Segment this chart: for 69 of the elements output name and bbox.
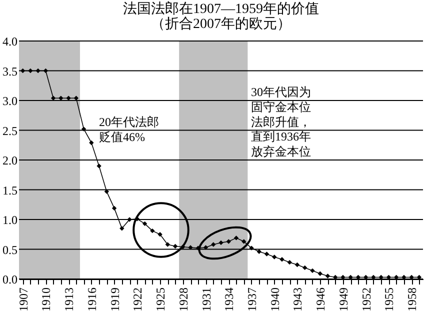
x-tick-label: 1934 (222, 288, 236, 312)
point (218, 240, 224, 246)
point (127, 217, 132, 222)
point (302, 265, 308, 270)
point (43, 68, 48, 74)
point (188, 245, 193, 250)
x-tick-label: 1946 (314, 288, 328, 312)
point (89, 140, 94, 146)
point (74, 96, 79, 100)
point (165, 242, 170, 247)
point (58, 96, 64, 100)
x-tick-label: 1958 (405, 288, 420, 312)
point (280, 257, 284, 262)
x-tick-label: 1916 (84, 288, 99, 312)
point (50, 96, 56, 100)
annotation: 30年代因为固守金本位法郎升值，直到1936年放弃金本位 (251, 85, 311, 158)
x-tick-label: 1937 (244, 288, 259, 312)
y-tick-label: 0.5 (2, 242, 18, 257)
point (172, 244, 178, 249)
x-tick-label: 1922 (130, 288, 145, 312)
y-tick-label: 2.0 (2, 154, 18, 168)
point (203, 245, 208, 250)
point (272, 254, 277, 260)
x-tick-label: 1907 (16, 288, 30, 312)
point (249, 246, 254, 250)
point (28, 68, 33, 74)
point (112, 206, 117, 211)
y-tick-label: 3.5 (2, 64, 18, 78)
y-tick-label: 2.5 (2, 124, 18, 138)
point (104, 189, 110, 194)
point (287, 260, 292, 265)
point (20, 68, 26, 74)
annotation: 20年代法郎贬值46% (99, 115, 159, 144)
y-tick-label: 1.0 (2, 213, 18, 227)
point (120, 226, 124, 231)
x-tick-label: 1955 (382, 288, 396, 312)
point (158, 232, 162, 237)
chart-subtitle: （折合2007年的欧元） (151, 16, 291, 32)
x-tick-label: 1931 (199, 288, 214, 312)
x-tick-label: 1910 (39, 288, 54, 312)
point (242, 239, 246, 244)
point (96, 164, 102, 168)
point (264, 252, 270, 256)
y-tick-label: 3.0 (2, 94, 18, 108)
point (81, 126, 86, 132)
point (256, 249, 262, 254)
x-tick-label: 1925 (154, 288, 168, 312)
point (325, 274, 330, 278)
x-tick-label: 1940 (268, 288, 282, 312)
y-tick-label: 1.5 (2, 183, 18, 198)
y-tick-label: 4.0 (2, 34, 18, 48)
point (318, 271, 322, 276)
point (211, 242, 216, 247)
point (226, 239, 231, 244)
x-tick-label: 1952 (359, 288, 374, 312)
x-tick-label: 1949 (336, 288, 350, 312)
point (142, 221, 148, 226)
point (150, 228, 155, 234)
x-tick-label: 1919 (108, 288, 122, 312)
x-tick-label: 1943 (290, 288, 305, 312)
x-tick-label: 1913 (62, 288, 76, 312)
point (66, 96, 71, 100)
point (234, 236, 239, 240)
point (310, 268, 315, 274)
point (36, 68, 40, 74)
x-tick-label: 1928 (176, 288, 190, 312)
chart-title: 法国法郎在1907—1959年的价值 (123, 1, 319, 17)
point (294, 262, 300, 268)
y-tick-label: 0.0 (2, 272, 18, 286)
